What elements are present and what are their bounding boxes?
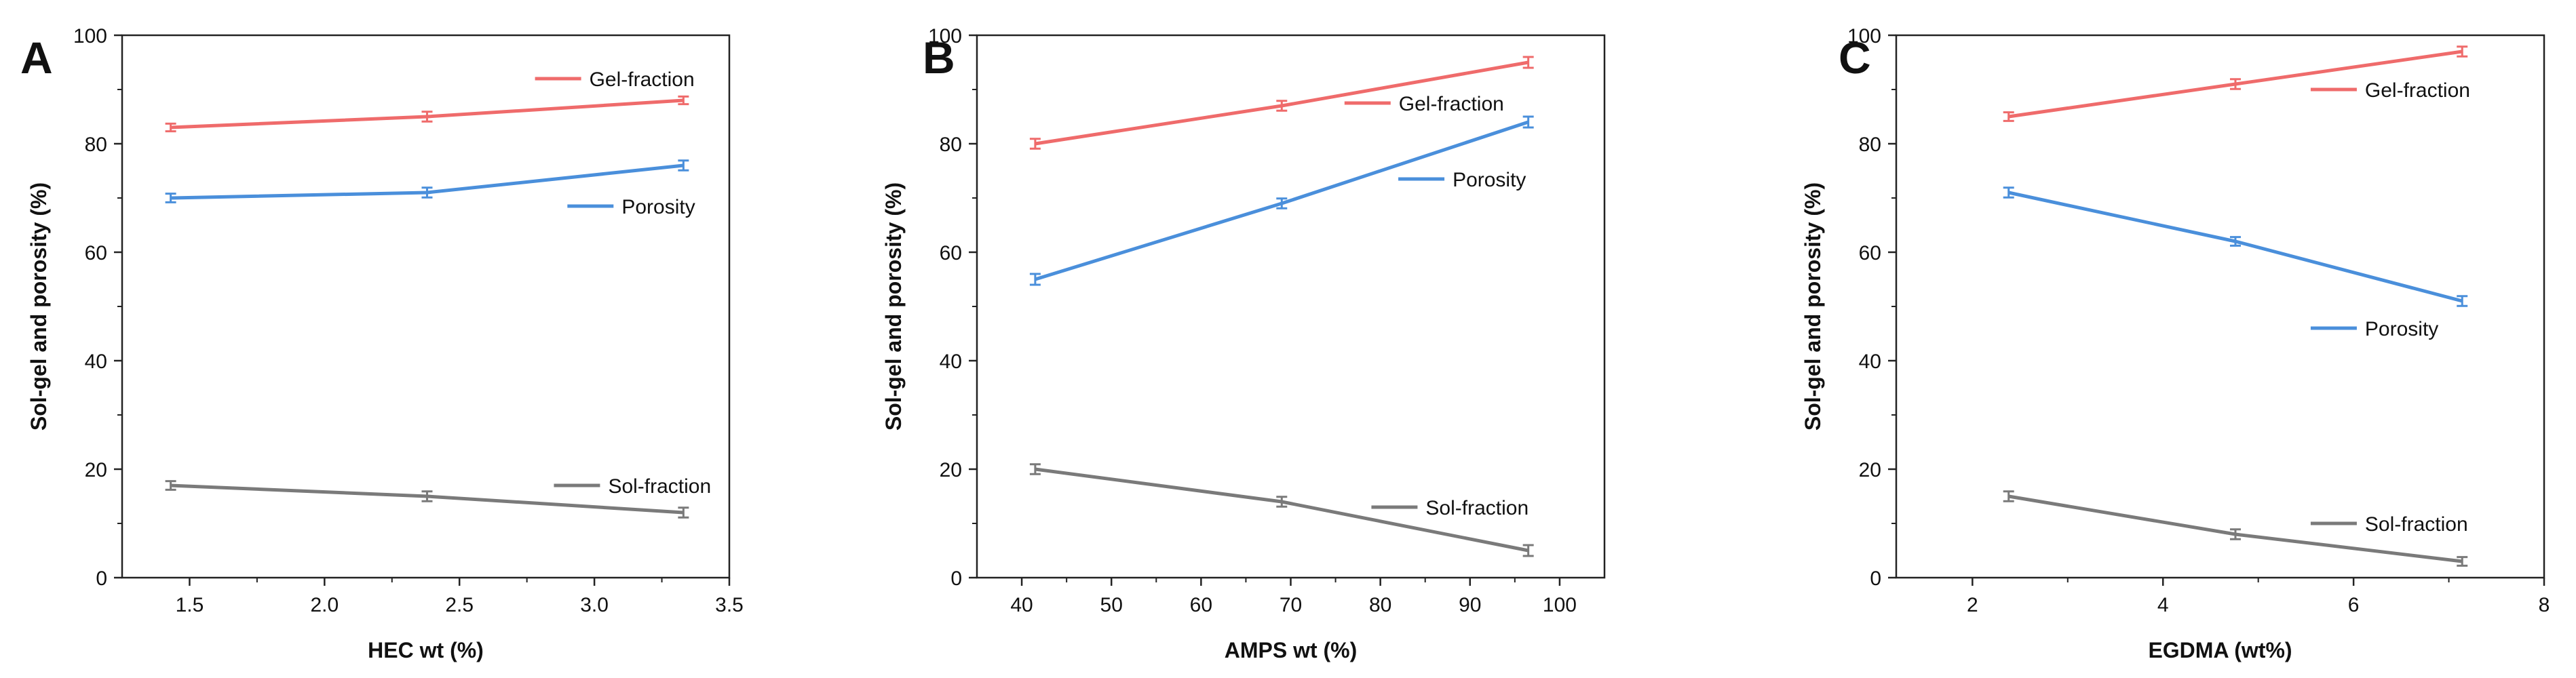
y-tick-label: 40 — [940, 351, 962, 373]
y-axis-title: Sol-gel and porosity (%) — [26, 182, 51, 431]
x-tick-label: 100 — [1543, 594, 1577, 616]
panel-label: B — [923, 33, 955, 83]
series-label-porosity: Porosity — [1398, 169, 1526, 191]
x-tick-label: 2.0 — [310, 594, 339, 616]
y-tick-label: 80 — [1859, 134, 1881, 156]
chart-panel-b: B 0 20 40 60 80 100 40 50 60 70 80 90 100 AMPS wt (%) S… — [881, 25, 1606, 662]
y-tick-label: 100 — [1847, 25, 1881, 47]
series-label-porosity: Porosity — [2310, 318, 2438, 340]
x-tick-label: 3.0 — [580, 594, 609, 616]
x-tick-label: 1.5 — [176, 594, 204, 616]
x-axis-title: HEC wt (%) — [368, 638, 484, 662]
series-sol-fraction — [1029, 463, 1534, 557]
chart-panel-a: A 0 20 40 60 80 100 1.5 2.0 2.5 3.0 3.5 HEC wt (%) So… — [20, 25, 744, 662]
y-tick-label: 100 — [928, 25, 962, 47]
y-tick-label: 40 — [1859, 351, 1881, 373]
y-tick-label: 60 — [85, 242, 107, 264]
legend-text: Gel-fraction — [1399, 93, 1504, 115]
series-label-gel-fraction: Gel-fraction — [535, 68, 695, 91]
series-gel-fraction — [2003, 45, 2468, 122]
y-axis-title: Sol-gel and porosity (%) — [1801, 182, 1825, 431]
panel-label: A — [20, 33, 53, 83]
x-tick-label: 2 — [1967, 594, 1978, 616]
y-axis-title: Sol-gel and porosity (%) — [881, 182, 906, 431]
x-tick-label: 90 — [1459, 594, 1481, 616]
y-tick-label: 20 — [85, 459, 107, 481]
legend-text: Porosity — [2365, 318, 2438, 340]
x-axis-title: AMPS wt (%) — [1225, 638, 1358, 662]
legend-text: Sol-fraction — [2365, 513, 2468, 536]
x-tick-label: 60 — [1190, 594, 1212, 616]
legend-text: Sol-fraction — [608, 475, 711, 498]
panel-label: C — [1839, 33, 1871, 83]
y-tick-label: 40 — [85, 351, 107, 373]
y-tick-label: 0 — [1870, 567, 1881, 590]
series-gel-fraction — [1029, 56, 1534, 150]
x-tick-label: 80 — [1369, 594, 1391, 616]
y-tick-label: 60 — [940, 242, 962, 264]
series-porosity — [165, 159, 689, 203]
legend-text: Porosity — [621, 196, 695, 218]
x-tick-label: 4 — [2157, 594, 2169, 616]
x-tick-label: 8 — [2539, 594, 2550, 616]
y-tick-label: 60 — [1859, 242, 1881, 264]
legend-text: Porosity — [1453, 169, 1526, 191]
x-tick-label: 40 — [1010, 594, 1033, 616]
x-tick-label: 50 — [1100, 594, 1123, 616]
series-line — [2008, 191, 2463, 303]
series-label-sol-fraction: Sol-fraction — [554, 475, 711, 498]
series-label-sol-fraction: Sol-fraction — [1371, 497, 1529, 519]
series-gel-fraction — [165, 95, 689, 133]
series-label-gel-fraction: Gel-fraction — [2310, 79, 2470, 102]
series-sol-fraction — [165, 480, 689, 519]
series-label-sol-fraction: Sol-fraction — [2310, 513, 2468, 536]
legend-text: Sol-fraction — [1425, 497, 1529, 519]
series-label-porosity: Porosity — [567, 196, 695, 218]
x-axis-title: EGDMA (wt%) — [2148, 638, 2292, 662]
y-tick-label: 100 — [73, 25, 107, 47]
series-label-gel-fraction: Gel-fraction — [1344, 93, 1504, 115]
y-tick-label: 20 — [1859, 459, 1881, 481]
plot-frame — [976, 34, 1606, 579]
y-tick-label: 80 — [940, 134, 962, 156]
series-sol-fraction — [2003, 490, 2468, 567]
legend-text: Gel-fraction — [2365, 79, 2470, 102]
x-tick-label: 2.5 — [445, 594, 474, 616]
series-porosity — [2003, 186, 2468, 307]
legend-text: Gel-fraction — [590, 68, 695, 91]
x-tick-label: 70 — [1280, 594, 1302, 616]
y-tick-label: 80 — [85, 134, 107, 156]
y-tick-label: 20 — [940, 459, 962, 481]
y-tick-label: 0 — [96, 567, 107, 590]
y-tick-label: 0 — [950, 567, 962, 590]
series-porosity — [1029, 115, 1534, 286]
x-tick-label: 3.5 — [715, 594, 744, 616]
x-tick-label: 6 — [2348, 594, 2360, 616]
plot-frame — [1895, 34, 2545, 579]
chart-panel-c: C 0 20 40 60 80 100 2 4 6 8 EGDMA (wt%) Sol-gel and … — [1801, 25, 2550, 662]
